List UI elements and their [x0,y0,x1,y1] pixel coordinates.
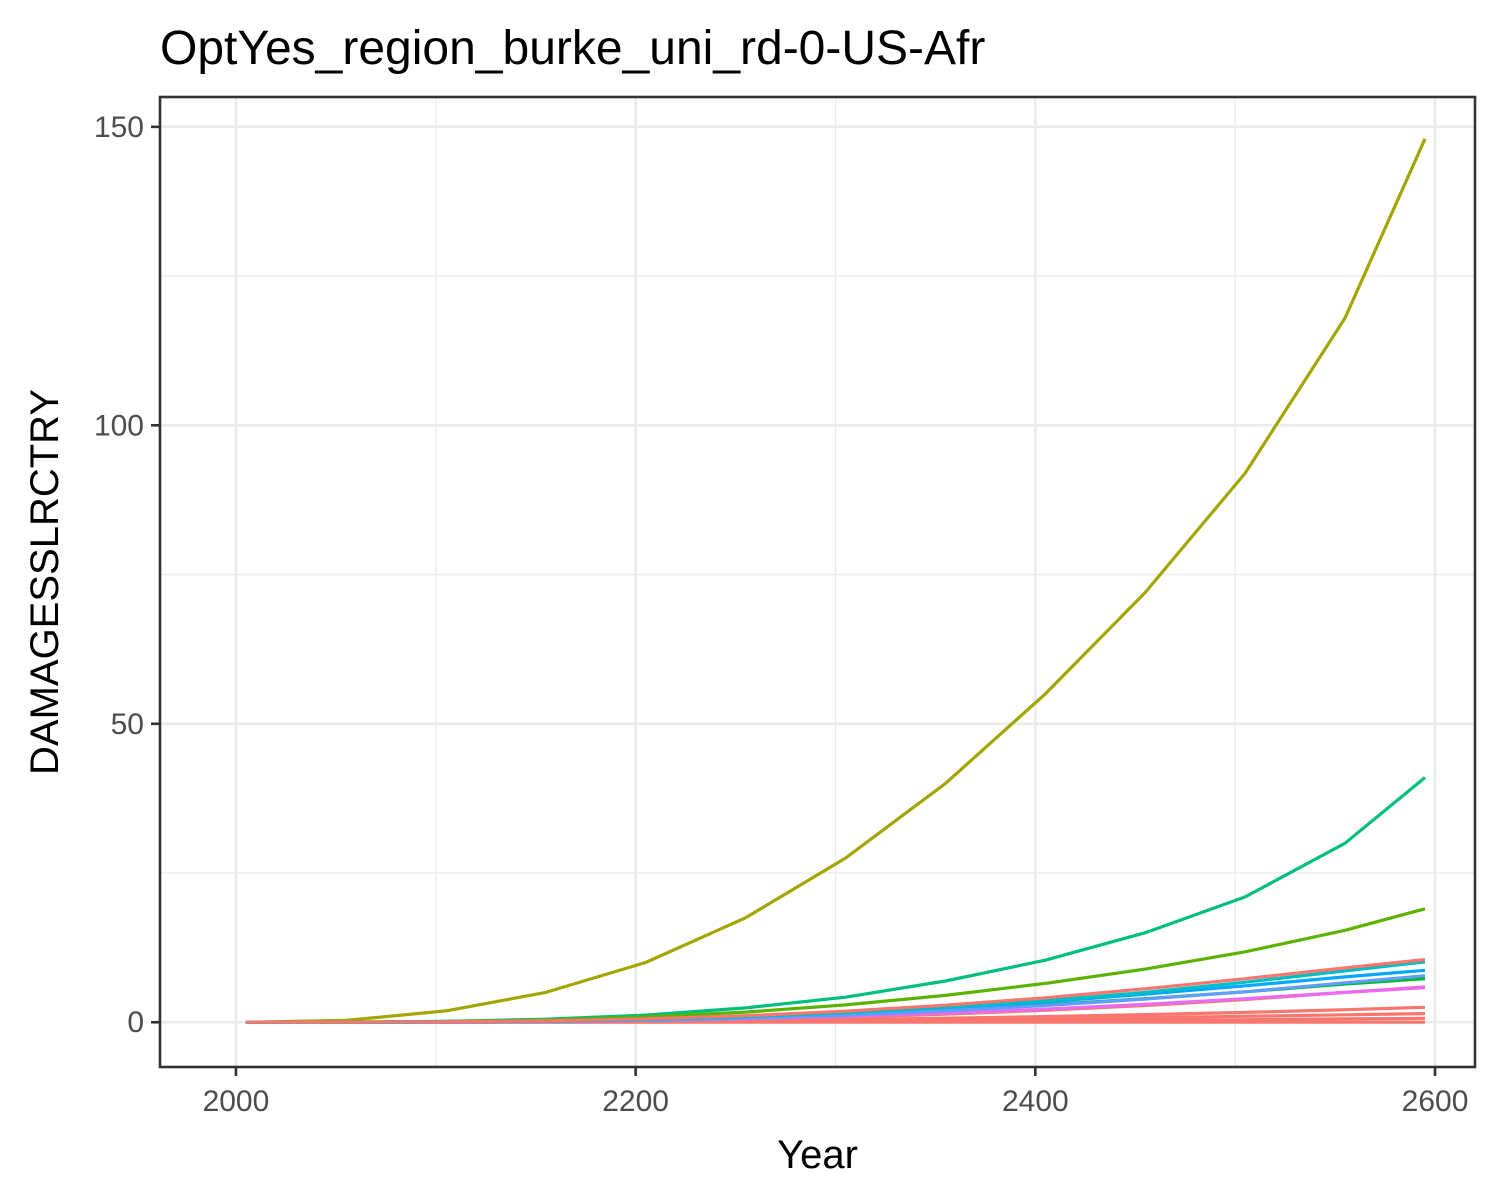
x-tick-label: 2400 [1002,1085,1069,1118]
x-tick-label: 2600 [1402,1085,1469,1118]
y-tick-label: 50 [111,708,144,741]
chart-title: OptYes_region_burke_uni_rd-0-US-Afr [160,22,985,75]
panel-border [158,95,1477,1069]
y-tick-label: 150 [94,111,144,144]
y-tick-label: 100 [94,409,144,442]
series-lines [245,138,1427,1024]
x-axis: 2000 2200 2400 2600 [203,1067,1469,1118]
x-tick-label: 2000 [203,1085,270,1118]
panel-background [160,97,1475,1067]
x-axis-title: Year [777,1133,858,1177]
y-tick-label: 0 [127,1006,144,1039]
plot-panel [158,95,1477,1069]
series-line-7 [245,138,1427,1024]
series-line-14 [245,958,1426,1024]
y-axis: 0 50 100 150 [94,111,160,1039]
x-tick-label: 2200 [602,1085,669,1118]
y-axis-title: DAMAGESSLRCTRY [23,389,67,775]
